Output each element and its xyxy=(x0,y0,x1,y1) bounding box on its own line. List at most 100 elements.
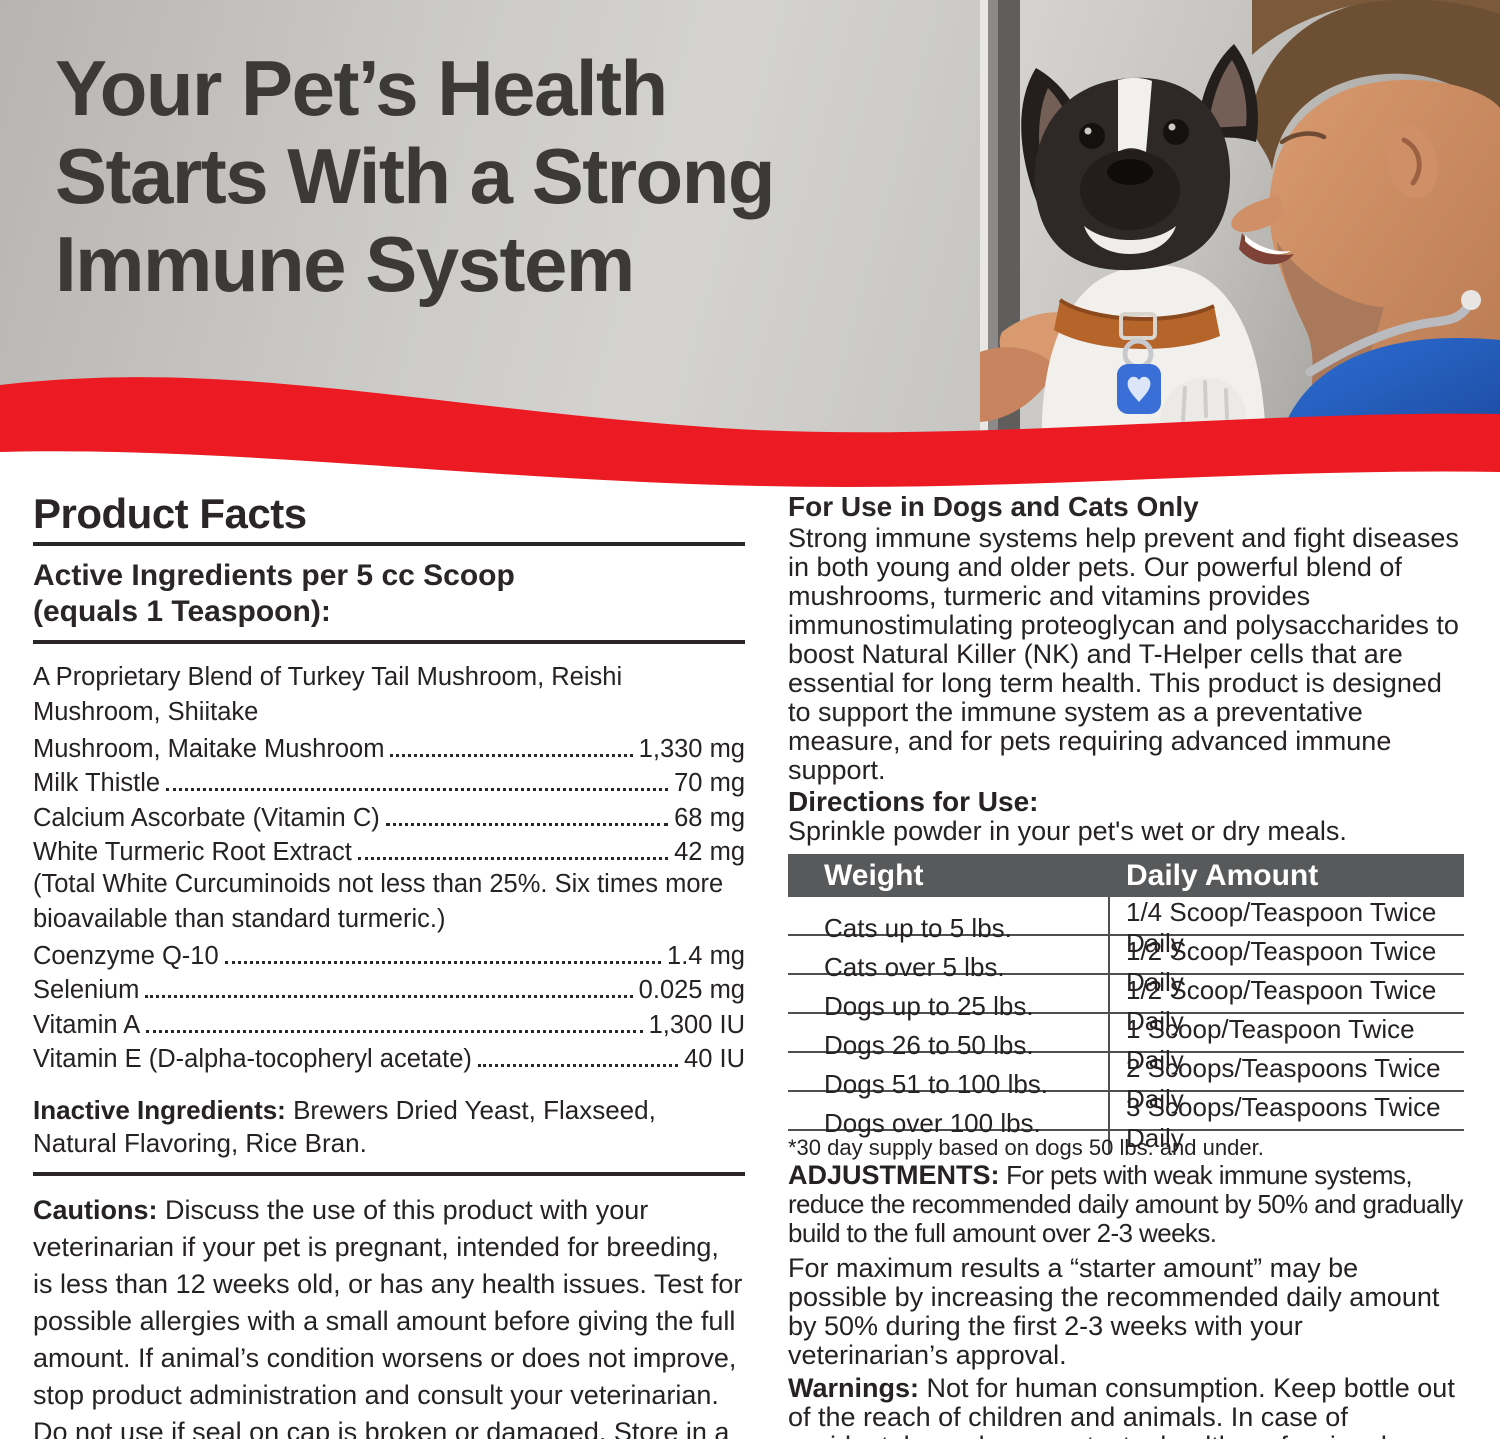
product-facts-column: Product Facts Active Ingredients per 5 c… xyxy=(33,492,745,1439)
ingredient-value: 42 mg xyxy=(674,838,745,866)
dots-leader xyxy=(224,960,662,964)
dog-muzzle xyxy=(1080,150,1180,230)
inactive-ingredients-text: Brewers Dried Yeast, Flaxseed, Natural F… xyxy=(33,1095,656,1158)
headline-line-2: Starts With a Strong xyxy=(55,132,776,220)
for-use-heading: For Use in Dogs and Cats Only xyxy=(788,491,1199,522)
ingredient-name: Selenium xyxy=(33,976,140,1004)
amount-cell: 1 Scoop/Teaspoon Twice Daily xyxy=(1126,1014,1415,1075)
warnings-label: Warnings: xyxy=(788,1373,919,1403)
adjustments-label: ADJUSTMENTS: xyxy=(788,1160,1000,1190)
dots-leader xyxy=(357,857,669,860)
ingredient-name: Vitamin A xyxy=(33,1010,141,1039)
ingredient-row: Mushroom, Maitake Mushroom 1,330 mg xyxy=(33,729,745,764)
dog-right-ear-inner xyxy=(1208,60,1247,128)
vet-and-dog-photo xyxy=(980,0,1500,445)
collar-buckle xyxy=(1119,312,1157,340)
table-row: Dogs up to 25 lbs. 1/2 Scoop/Teaspoon Tw… xyxy=(788,975,1464,1037)
ingredient-name: Milk Thistle xyxy=(33,769,161,797)
ingredient-value: 40 IU xyxy=(684,1045,745,1073)
weight-cell: Dogs 51 to 100 lbs. xyxy=(788,1053,1110,1115)
cautions: Cautions: Discuss the use of this produc… xyxy=(33,1192,745,1439)
active-heading-line-1: Active Ingredients per 5 cc Scoop xyxy=(33,559,515,592)
ingredient-row: Coenzyme Q-10 1.4 mg xyxy=(33,936,745,971)
dosage-table: Weight Daily Amount Cats up to 5 lbs. 1/… xyxy=(788,854,1464,1154)
stethoscope-earpiece xyxy=(1461,290,1481,310)
adjustments-text: For pets with weak immune systems, reduc… xyxy=(788,1160,1463,1248)
dog-left-eye xyxy=(1079,123,1105,149)
usage-column: For Use in Dogs and Cats Only Strong imm… xyxy=(788,492,1464,1439)
ingredient-row: Vitamin A 1,300 IU xyxy=(33,1005,745,1040)
weight-cell: Dogs up to 25 lbs. xyxy=(788,975,1110,1037)
man-hair-top xyxy=(1252,0,1500,55)
ingredient-list: A Proprietary Blend of Turkey Tail Mushr… xyxy=(33,660,745,1074)
ingredient-name: Coenzyme Q-10 xyxy=(33,941,219,970)
amount-cell: 3 Scoops/Teaspoons Twice Daily xyxy=(1126,1092,1441,1153)
headline-line-3: Immune System xyxy=(55,220,635,308)
weight-cell: Cats up to 5 lbs. xyxy=(788,897,1110,959)
rule-under-active-heading xyxy=(33,640,745,644)
stethoscope-tube xyxy=(1305,301,1473,377)
door-frame-edge xyxy=(988,0,998,445)
man-closed-eye xyxy=(1279,131,1327,145)
ingredient-value: 1.4 mg xyxy=(667,941,745,970)
ingredient-name: Mushroom, Maitake Mushroom xyxy=(33,734,385,763)
active-heading-line-2: (equals 1 Teaspoon): xyxy=(33,595,331,628)
man-ear xyxy=(1386,125,1438,199)
ingredient-name: Vitamin E (D-alpha-tocopheryl acetate) xyxy=(33,1045,472,1073)
ingredient-row: White Turmeric Root Extract 42 mg xyxy=(33,833,745,868)
dots-leader xyxy=(145,995,633,998)
dots-leader xyxy=(385,822,669,826)
cautions-label: Cautions: xyxy=(33,1195,158,1225)
amount-cell: 1/2 Scoop/Teaspoon Twice Daily xyxy=(1126,936,1437,997)
hero-section: Your Pet’s Health Starts With a Strong I… xyxy=(0,0,1500,540)
man-nose xyxy=(1231,195,1284,233)
warnings: Warnings: Not for human consumption. Kee… xyxy=(788,1374,1464,1439)
ingredient-value: 1,300 IU xyxy=(648,1010,745,1039)
dog-blaze xyxy=(1118,77,1152,152)
weight-cell: Cats over 5 lbs. xyxy=(788,936,1110,998)
dog-jowls xyxy=(1084,226,1176,254)
starter-amount-note: For maximum results a “starter amount” m… xyxy=(788,1253,1440,1370)
dosage-table-header: Weight Daily Amount xyxy=(788,854,1464,897)
dog-nose xyxy=(1107,159,1153,185)
inactive-ingredients-label: Inactive Ingredients: xyxy=(33,1095,286,1125)
usage-intro: Strong immune systems help prevent and f… xyxy=(788,523,1459,785)
ingredient-value: 0.025 mg xyxy=(638,976,745,1004)
warnings-text: Not for human consumption. Keep bottle o… xyxy=(788,1373,1455,1439)
cautions-text: Discuss the use of this product with you… xyxy=(33,1195,743,1439)
dots-leader xyxy=(477,1064,679,1067)
weight-cell: Dogs over 100 lbs. xyxy=(788,1092,1110,1154)
ingredient-value: 70 mg xyxy=(674,769,745,797)
table-row: Dogs 26 to 50 lbs. 1 Scoop/Teaspoon Twic… xyxy=(788,1014,1464,1076)
amount-cell: 1/2 Scoop/Teaspoon Twice Daily xyxy=(1126,975,1437,1036)
table-header-daily-amount: Daily Amount xyxy=(1126,858,1319,892)
amount-cell: 1/4 Scoop/Teaspoon Twice Daily xyxy=(1126,897,1437,958)
ingredient-name: White Turmeric Root Extract xyxy=(33,838,352,866)
turmeric-note-line-2: bioavailable than standard turmeric.) xyxy=(33,904,446,933)
man-hair xyxy=(1250,0,1500,170)
directions-heading: Directions for Use: xyxy=(788,786,1039,817)
supply-footnote: *30 day supply based on dogs 50 lbs. and… xyxy=(788,1135,1264,1160)
man-smile xyxy=(1239,233,1294,265)
man-teeth xyxy=(1245,235,1291,255)
table-row: Cats up to 5 lbs. 1/4 Scoop/Teaspoon Twi… xyxy=(788,897,1464,959)
dog-collar xyxy=(1054,300,1220,349)
ingredient-row: Vitamin E (D-alpha-tocopheryl acetate) 4… xyxy=(33,1040,745,1075)
ingredient-row: Milk Thistle 70 mg xyxy=(33,764,745,799)
dog-collar-edge xyxy=(1058,298,1215,321)
door-frame-highlight xyxy=(980,0,988,445)
dog-left-eye-glint xyxy=(1084,127,1092,135)
table-header-weight: Weight xyxy=(824,858,924,892)
amount-cell: 2 Scoops/Teaspoons Twice Daily xyxy=(1126,1053,1441,1114)
product-facts-title: Product Facts xyxy=(33,490,307,537)
dog-right-eye xyxy=(1163,119,1189,145)
directions-text: Sprinkle powder in your pet's wet or dry… xyxy=(788,816,1347,846)
ingredient-value: 68 mg xyxy=(674,803,745,832)
ingredient-value: 1,330 mg xyxy=(638,734,745,763)
adjustments: ADJUSTMENTS: For pets with weak immune s… xyxy=(788,1161,1464,1248)
hero-headline: Your Pet’s Health Starts With a Strong I… xyxy=(55,44,776,308)
ingredient-row: Calcium Ascorbate (Vitamin C) 68 mg xyxy=(33,798,745,833)
dots-leader xyxy=(146,1029,643,1033)
dots-leader xyxy=(390,753,633,757)
